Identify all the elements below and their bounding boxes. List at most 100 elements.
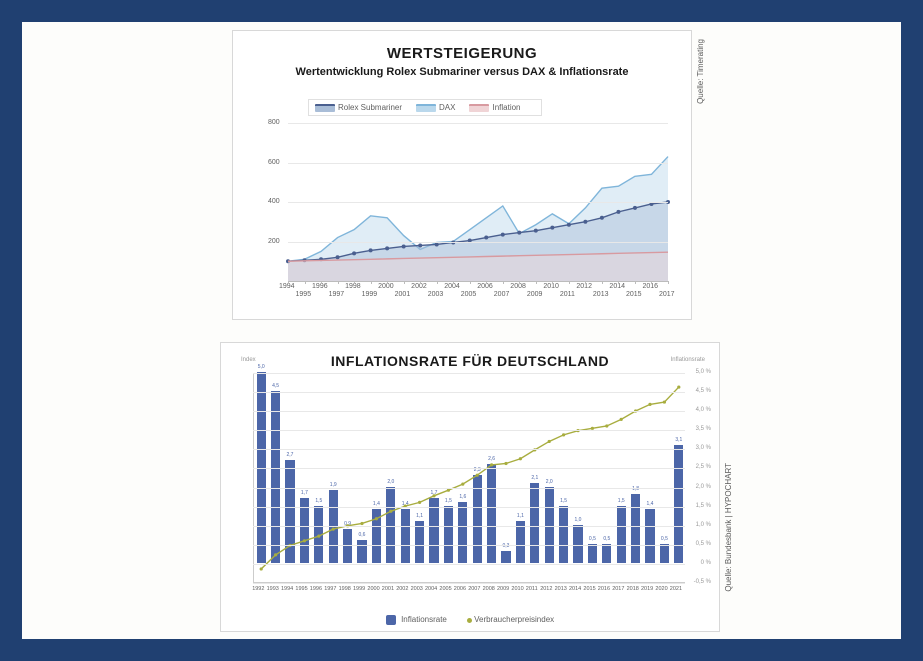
top-xtick-mark bbox=[354, 281, 355, 284]
bot-rtick: -0,5 % bbox=[694, 579, 711, 585]
bot-xtick: 2005 bbox=[439, 586, 451, 592]
top-marker bbox=[534, 229, 538, 233]
top-marker bbox=[550, 226, 554, 230]
top-chart: Quelle: Timerating WERTSTEIGERUNG Werten… bbox=[232, 30, 692, 320]
bot-line-marker bbox=[317, 535, 320, 538]
bot-xtick: 2006 bbox=[454, 586, 466, 592]
legend-label: Inflation bbox=[492, 103, 520, 112]
bot-xtick: 1993 bbox=[267, 586, 279, 592]
top-xtick: 2017 bbox=[659, 291, 675, 298]
top-source: Quelle: Timerating bbox=[696, 39, 705, 104]
bot-svg bbox=[254, 373, 686, 583]
top-marker bbox=[517, 231, 521, 235]
bot-xtick: 2000 bbox=[367, 586, 379, 592]
bot-xtick: 2001 bbox=[382, 586, 394, 592]
top-marker bbox=[501, 233, 505, 237]
bot-line-marker bbox=[620, 418, 623, 421]
bot-rtick: 1,5 % bbox=[696, 503, 711, 509]
top-marker bbox=[583, 220, 587, 224]
bot-line-marker bbox=[375, 517, 378, 520]
bot-line bbox=[261, 387, 679, 569]
bot-title: INFLATIONSRATE FÜR DEUTSCHLAND bbox=[221, 343, 719, 369]
bot-gridline bbox=[253, 507, 685, 508]
bot-line-marker bbox=[332, 527, 335, 530]
top-marker bbox=[418, 243, 422, 247]
bot-rtick: 5,0 % bbox=[696, 369, 711, 375]
bot-gridline bbox=[253, 545, 685, 546]
top-gridline bbox=[288, 123, 668, 124]
bot-gridline bbox=[253, 411, 685, 412]
bot-line-marker bbox=[648, 403, 651, 406]
top-xtick-mark bbox=[387, 281, 388, 284]
top-gridline bbox=[288, 242, 668, 243]
bot-gridline bbox=[253, 449, 685, 450]
top-xtick: 2008 bbox=[510, 283, 526, 290]
top-marker bbox=[369, 248, 373, 252]
bot-line-marker bbox=[418, 501, 421, 504]
top-xtick-mark bbox=[519, 281, 520, 284]
top-ytick: 400 bbox=[268, 198, 280, 205]
bot-xtick: 1992 bbox=[252, 586, 264, 592]
bot-line-marker bbox=[605, 424, 608, 427]
bot-line-marker bbox=[432, 494, 435, 497]
top-marker bbox=[352, 251, 356, 255]
bot-y-left-label: Index bbox=[241, 357, 256, 363]
bot-rtick: 3,5 % bbox=[696, 426, 711, 432]
bot-gridline bbox=[253, 373, 685, 374]
bot-line-marker bbox=[677, 385, 680, 388]
bot-gridline bbox=[253, 583, 685, 584]
top-xtick-mark bbox=[635, 281, 636, 284]
page-frame: Quelle: Timerating WERTSTEIGERUNG Werten… bbox=[22, 22, 901, 639]
top-xtick-mark bbox=[585, 281, 586, 284]
bot-y-right-label: Inflationsrate bbox=[671, 357, 705, 363]
top-xtick: 2002 bbox=[411, 283, 427, 290]
bot-gridline bbox=[253, 526, 685, 527]
legend-swatch bbox=[386, 615, 396, 625]
top-xtick-mark bbox=[371, 281, 372, 284]
top-title: WERTSTEIGERUNG bbox=[233, 31, 691, 62]
bot-xtick: 1994 bbox=[281, 586, 293, 592]
bot-chart: Quelle: Bundesbank | HYPOCHART INFLATION… bbox=[220, 342, 720, 632]
top-xtick-mark bbox=[552, 281, 553, 284]
legend-marker-icon bbox=[467, 618, 472, 623]
top-legend: Rolex Submariner DAX Inflation bbox=[308, 99, 542, 116]
top-xtick: 2016 bbox=[642, 283, 658, 290]
top-legend-item: Rolex Submariner bbox=[315, 103, 402, 112]
top-xtick-mark bbox=[321, 281, 322, 284]
bot-xtick: 2009 bbox=[497, 586, 509, 592]
bot-xtick: 2018 bbox=[627, 586, 639, 592]
top-gridline bbox=[288, 202, 668, 203]
bot-source: Quelle: Bundesbank | HYPOCHART bbox=[724, 463, 733, 592]
top-xtick-mark bbox=[288, 281, 289, 284]
bot-xtick: 2015 bbox=[583, 586, 595, 592]
bot-legend: Inflationsrate Verbraucherpreisindex bbox=[221, 615, 719, 625]
top-xtick: 2000 bbox=[378, 283, 394, 290]
bot-xtick: 2016 bbox=[598, 586, 610, 592]
bot-line-marker bbox=[447, 489, 450, 492]
bot-rtick: 0 % bbox=[701, 560, 711, 566]
legend-label: DAX bbox=[439, 103, 455, 112]
bot-gridline bbox=[253, 468, 685, 469]
top-marker bbox=[633, 206, 637, 210]
bot-line-marker bbox=[274, 553, 277, 556]
bot-gridline bbox=[253, 564, 685, 565]
top-xtick-mark bbox=[569, 281, 570, 284]
top-marker bbox=[484, 236, 488, 240]
bot-xtick: 2012 bbox=[540, 586, 552, 592]
top-xtick-mark bbox=[668, 281, 669, 284]
bot-plot-area: 5,04,52,71,71,51,90,90,61,42,01,41,11,71… bbox=[253, 373, 685, 583]
top-baseline bbox=[288, 281, 668, 282]
top-xtick: 1994 bbox=[279, 283, 295, 290]
bot-rtick: 1,0 % bbox=[696, 522, 711, 528]
bot-line-marker bbox=[663, 400, 666, 403]
bot-line-marker bbox=[490, 463, 493, 466]
top-xtick: 1996 bbox=[312, 283, 328, 290]
bot-xtick: 2011 bbox=[526, 586, 538, 592]
bot-legend-line: Verbraucherpreisindex bbox=[467, 615, 554, 624]
top-xtick-mark bbox=[420, 281, 421, 284]
top-xtick: 2013 bbox=[593, 291, 609, 298]
bot-line-marker bbox=[260, 567, 263, 570]
top-ytick: 800 bbox=[268, 119, 280, 126]
top-ytick: 200 bbox=[268, 238, 280, 245]
top-xtick-mark bbox=[437, 281, 438, 284]
